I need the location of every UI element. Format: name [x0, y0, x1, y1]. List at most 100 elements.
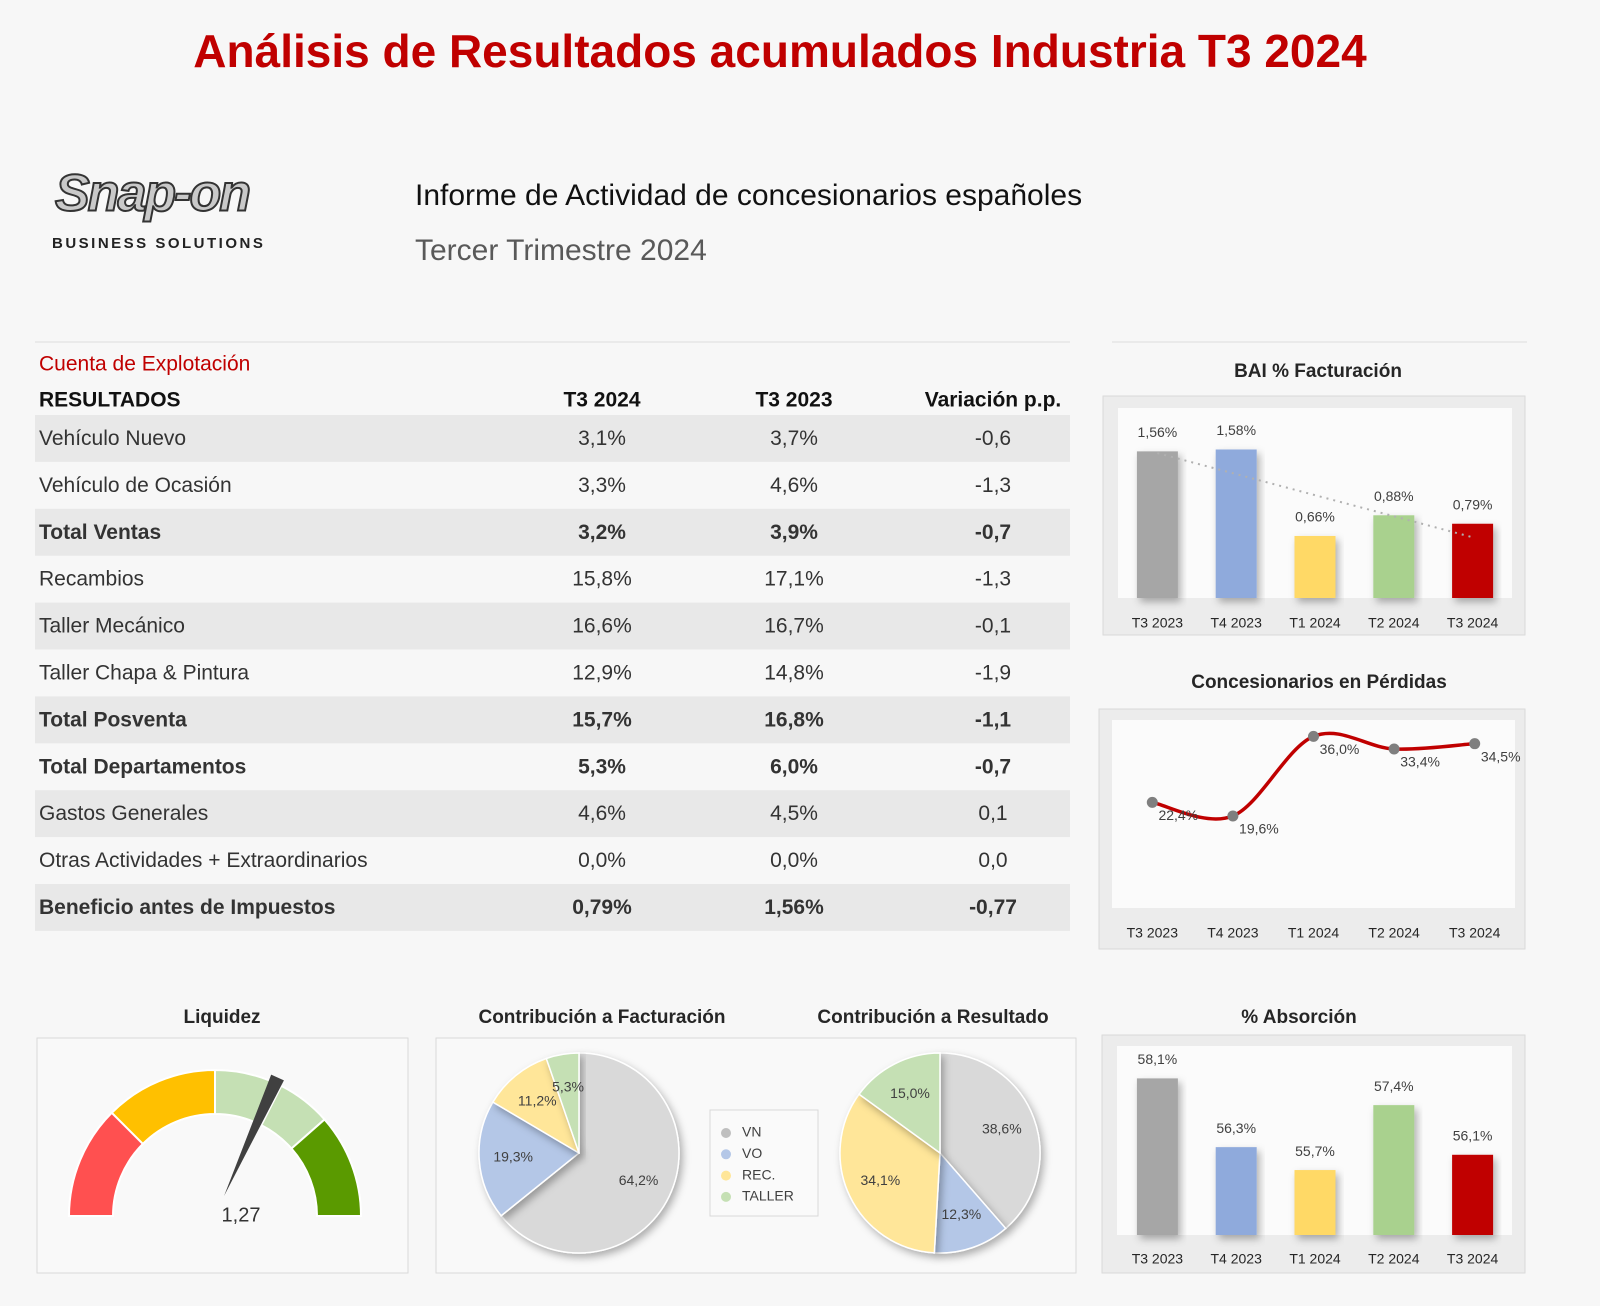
- row-label: Taller Chapa & Pintura: [39, 661, 249, 684]
- table-cell: 3,3%: [578, 474, 626, 497]
- x-tick-label: T3 2024: [1447, 1251, 1499, 1267]
- legend-swatch: [721, 1191, 731, 1202]
- pie-slice: VN: [500, 1052, 680, 1254]
- table-cell: 0,0: [978, 849, 1007, 872]
- data-label: 22,4%: [1158, 807, 1198, 823]
- pie-slice: TALLER: [545, 1052, 580, 1154]
- pie-slice: TALLER: [858, 1052, 941, 1155]
- table-cell: 12,9%: [572, 661, 632, 684]
- x-tick-label: T1 2024: [1289, 615, 1341, 631]
- data-label: 1,56%: [1138, 424, 1178, 440]
- data-label: 38,6%: [982, 1121, 1022, 1137]
- legend-swatch: [721, 1128, 731, 1138]
- data-label: 55,7%: [1295, 1143, 1335, 1159]
- bar: [1136, 451, 1178, 598]
- pie-slice: VO: [478, 1101, 581, 1217]
- column-header: Variación p.p.: [925, 389, 1062, 412]
- data-label: 12,3%: [942, 1206, 982, 1222]
- row-label: Total Departamentos: [39, 755, 246, 778]
- table-cell: 15,7%: [572, 708, 632, 731]
- data-label: 57,4%: [1374, 1078, 1414, 1094]
- bar: [1294, 535, 1336, 598]
- page-title: Análisis de Resultados acumulados Indust…: [193, 25, 1367, 77]
- table-cell: 0,79%: [572, 896, 632, 919]
- table-cell: 5,3%: [578, 755, 626, 778]
- table-cell: -1,9: [975, 661, 1011, 684]
- chart-title: Liquidez: [183, 1007, 260, 1028]
- column-header: T3 2023: [755, 389, 832, 412]
- row-label: Total Ventas: [39, 521, 161, 544]
- table-cell: 15,8%: [572, 568, 632, 591]
- table-cell: 0,0%: [770, 849, 818, 872]
- x-tick-label: T4 2023: [1211, 615, 1263, 631]
- bar: [1373, 515, 1415, 598]
- bar: [1294, 1170, 1336, 1235]
- table-cell: 3,1%: [578, 427, 626, 450]
- x-tick-label: T4 2023: [1207, 925, 1259, 941]
- data-label: 56,3%: [1216, 1120, 1256, 1136]
- table-cell: 16,8%: [764, 708, 824, 731]
- bar: [1373, 1105, 1415, 1235]
- row-label: Gastos Generales: [39, 802, 208, 825]
- report-title: Informe de Actividad de concesionarios e…: [415, 179, 1082, 212]
- chart-title: Contribución a Resultado: [817, 1007, 1048, 1028]
- point: [1469, 738, 1481, 750]
- logo-subtitle: BUSINESS SOLUTIONS: [52, 235, 265, 252]
- table: RESULTADOS T3 2024 T3 2023 Variación p.p. Ve…: [35, 389, 1070, 931]
- table-cell: -1,3: [975, 568, 1011, 591]
- table-cell: 4,6%: [578, 802, 626, 825]
- row-band: [35, 696, 1070, 744]
- table-cell: -0,7: [975, 521, 1011, 544]
- row-band: [35, 884, 1070, 931]
- legend-label: TALLER: [742, 1188, 794, 1204]
- report-subtitle: Tercer Trimestre 2024: [415, 234, 707, 267]
- row-band: [35, 508, 1070, 556]
- table-caption: Cuenta de Explotación: [39, 353, 250, 376]
- x-tick-label: T3 2023: [1127, 925, 1179, 941]
- x-tick-label: T3 2023: [1132, 615, 1184, 631]
- bar: [1215, 1147, 1257, 1235]
- table-cell: 6,0%: [770, 755, 818, 778]
- legend-label: REC.: [742, 1166, 775, 1182]
- x-tick-label: T2 2024: [1368, 925, 1420, 941]
- data-label: 1,58%: [1216, 422, 1256, 438]
- plot-area: [1112, 720, 1515, 908]
- table-cell: 14,8%: [764, 661, 824, 684]
- row-label: Beneficio antes de Impuestos: [39, 896, 335, 919]
- bar: [1215, 449, 1257, 598]
- row-band: [35, 602, 1070, 650]
- row-label: Vehículo Nuevo: [39, 427, 186, 450]
- row-label: Vehículo de Ocasión: [39, 474, 232, 497]
- data-label: 36,0%: [1320, 741, 1360, 757]
- gauge-band: [290, 1118, 363, 1217]
- table-cell: 4,6%: [770, 474, 818, 497]
- legend-label: VN: [742, 1124, 761, 1140]
- table-cell: 3,2%: [578, 521, 626, 544]
- table-cell: 0,0%: [578, 849, 626, 872]
- logo: Snap-on: [55, 165, 249, 223]
- table-cell: 16,6%: [572, 615, 632, 638]
- x-tick-label: T1 2024: [1289, 1251, 1341, 1267]
- table-cell: 3,9%: [770, 521, 818, 544]
- x-tick-label: T2 2024: [1368, 615, 1420, 631]
- data-label: 33,4%: [1400, 754, 1440, 770]
- legend-swatch: [721, 1149, 731, 1160]
- x-tick-label: T1 2024: [1288, 925, 1340, 941]
- point: [1388, 743, 1400, 755]
- legend-swatch: [721, 1170, 731, 1181]
- data-label: 34,1%: [861, 1172, 901, 1188]
- bar: [1136, 1078, 1178, 1235]
- data-label: 0,66%: [1295, 509, 1335, 525]
- x-tick-label: T3 2023: [1132, 1251, 1184, 1267]
- gauge-needle: [224, 1074, 284, 1196]
- table-cell: -0,7: [975, 755, 1011, 778]
- data-label: 64,2%: [619, 1172, 659, 1188]
- x-tick-label: T4 2023: [1211, 1251, 1263, 1267]
- point: [1308, 730, 1319, 742]
- data-label: 58,1%: [1138, 1051, 1178, 1067]
- row-label: Taller Mecánico: [39, 615, 185, 638]
- point: [1227, 810, 1239, 822]
- data-label: 34,5%: [1481, 748, 1521, 764]
- table-cell: 16,7%: [764, 615, 824, 638]
